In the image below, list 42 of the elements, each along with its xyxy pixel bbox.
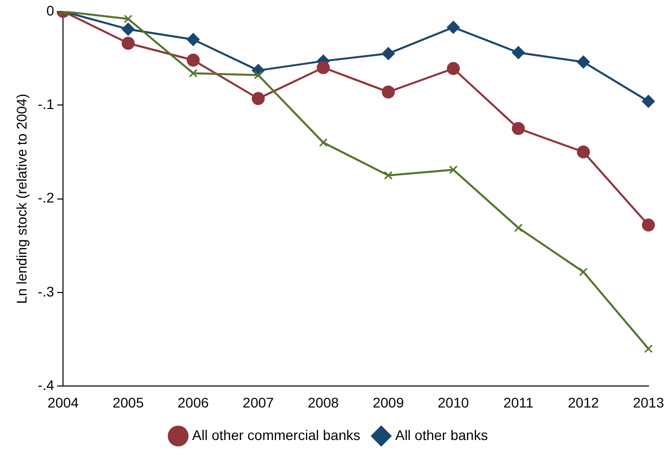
- x-tick-label: 2012: [568, 394, 600, 410]
- y-tick-label: 0: [46, 2, 54, 18]
- point: [446, 20, 460, 34]
- y-tick-label: -.4: [38, 377, 54, 394]
- x-tick-label: 2013: [632, 394, 664, 410]
- x-tick-label: 2009: [372, 394, 404, 410]
- point: [644, 344, 653, 354]
- y-tick-label: -.2: [38, 190, 54, 206]
- point: [316, 61, 330, 74]
- point: [642, 218, 655, 232]
- legend-label: All other banks: [395, 426, 488, 443]
- legend-label: All other commercial banks: [192, 426, 360, 443]
- point: [642, 94, 655, 108]
- point: [186, 54, 200, 67]
- y-tick-label: -.3: [38, 283, 54, 300]
- point: [446, 62, 460, 76]
- point: [124, 14, 132, 24]
- y-axis-title: Ln lending stock (relative to 2004): [13, 94, 30, 304]
- point: [576, 145, 590, 158]
- point: [318, 138, 328, 147]
- point: [186, 33, 200, 46]
- point: [512, 46, 525, 60]
- point: [122, 22, 135, 36]
- point: [188, 68, 198, 78]
- x-tick-label: 2006: [178, 394, 209, 410]
- point: [512, 122, 525, 136]
- point: [122, 36, 135, 50]
- x-tick-label: 2005: [112, 394, 144, 410]
- point: [514, 224, 523, 232]
- point: [252, 92, 265, 106]
- point: [382, 85, 395, 98]
- x-tick-label: 2004: [48, 394, 79, 410]
- x-tick-label: 2011: [503, 394, 534, 410]
- y-tick-label: -.1: [38, 96, 54, 112]
- point: [576, 56, 590, 68]
- x-tick-label: 2007: [242, 394, 274, 410]
- point: [579, 268, 588, 276]
- x-tick-label: 2010: [438, 394, 470, 410]
- point: [382, 47, 395, 60]
- point: [384, 171, 393, 180]
- point: [449, 165, 458, 174]
- x-tick-label: 2008: [308, 394, 340, 410]
